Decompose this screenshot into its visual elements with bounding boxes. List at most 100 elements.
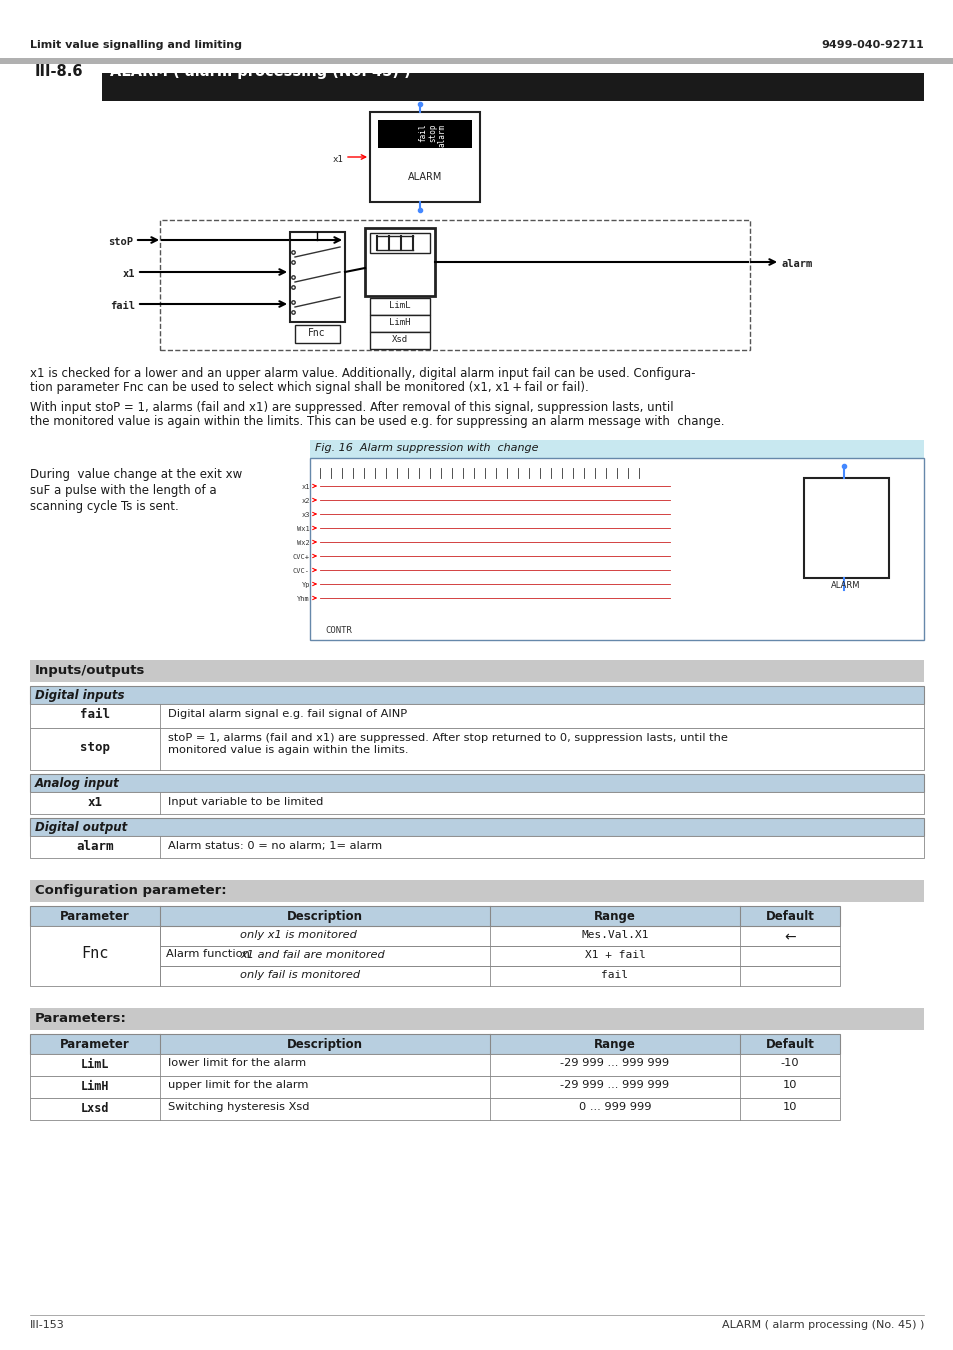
Text: Switching hysteresis Xsd: Switching hysteresis Xsd [168, 1102, 309, 1112]
Text: III-8.6: III-8.6 [35, 63, 84, 80]
Text: LimL: LimL [389, 301, 411, 310]
Text: Fig. 16  Alarm suppression with  change: Fig. 16 Alarm suppression with change [314, 443, 537, 454]
Bar [365, 228, 435, 296]
Text: x1: x1 [122, 269, 135, 279]
Text: Lxsd: Lxsd [81, 1102, 110, 1115]
Text: Parameter: Parameter [60, 910, 130, 923]
Text: Configuration parameter:: Configuration parameter: [35, 884, 227, 896]
Text: ALARM: ALARM [407, 171, 442, 182]
Text: only fail is monitored: only fail is monitored [240, 971, 359, 980]
Bar [30, 686, 923, 703]
Bar [370, 234, 430, 252]
Bar [370, 315, 430, 332]
Text: Parameter: Parameter [60, 1038, 130, 1052]
Text: tion parameter Fnc can be used to select which signal shall be monitored (x1, x1: tion parameter Fnc can be used to select… [30, 381, 588, 394]
Text: alarm: alarm [437, 124, 447, 147]
Text: With input stoP = 1, alarms (fail and x1) are suppressed. After removal of this : With input stoP = 1, alarms (fail and x1… [30, 401, 673, 414]
Bar [294, 325, 339, 343]
Bar [370, 332, 430, 350]
Text: Digital alarm signal e.g. fail signal of AINP: Digital alarm signal e.g. fail signal of… [168, 709, 407, 720]
Text: upper limit for the alarm: upper limit for the alarm [168, 1080, 308, 1089]
Bar [160, 967, 840, 985]
Bar [30, 1098, 840, 1120]
Text: stoP: stoP [108, 238, 132, 247]
Bar [160, 946, 840, 967]
Text: alarm: alarm [781, 259, 812, 269]
Text: 10: 10 [781, 1102, 797, 1112]
Text: alarm: alarm [76, 841, 113, 853]
Text: stop: stop [80, 741, 110, 755]
Text: Wx1: Wx1 [297, 526, 310, 532]
Text: x2: x2 [301, 498, 310, 504]
Bar [30, 836, 923, 859]
Bar [30, 906, 840, 926]
Text: 0 ... 999 999: 0 ... 999 999 [578, 1102, 651, 1112]
Text: Description: Description [287, 1038, 363, 1052]
Bar [290, 232, 345, 323]
Text: Fnc: Fnc [81, 946, 109, 961]
Text: stoP = 1, alarms (fail and x1) are suppressed. After stop returned to 0, suppres: stoP = 1, alarms (fail and x1) are suppr… [168, 733, 727, 755]
Text: Range: Range [594, 1038, 636, 1052]
Text: lower limit for the alarm: lower limit for the alarm [168, 1058, 306, 1068]
Text: x3: x3 [301, 512, 310, 518]
Bar [30, 792, 923, 814]
Text: Inputs/outputs: Inputs/outputs [35, 664, 145, 676]
Text: x1: x1 [332, 154, 343, 163]
Text: fail: fail [110, 301, 135, 310]
Text: fail: fail [601, 971, 628, 980]
Bar [30, 1034, 840, 1054]
Bar [310, 458, 923, 640]
Bar [370, 298, 430, 315]
Bar [370, 112, 479, 202]
Bar [30, 818, 923, 836]
Bar [30, 703, 923, 728]
Text: Default: Default [764, 1038, 814, 1052]
Text: 10: 10 [781, 1080, 797, 1089]
Text: Range: Range [594, 910, 636, 923]
Text: Analog input: Analog input [35, 778, 120, 790]
Bar [0, 58, 953, 63]
Bar [30, 73, 923, 101]
Text: Yhm: Yhm [297, 595, 310, 602]
Text: Wx2: Wx2 [297, 540, 310, 545]
Text: ALARM ( alarm processing (No. 45) ): ALARM ( alarm processing (No. 45) ) [720, 1320, 923, 1330]
Text: x1: x1 [301, 485, 310, 490]
Text: Alarm function: Alarm function [166, 949, 250, 958]
Text: fail: fail [417, 124, 427, 143]
Bar [30, 926, 160, 985]
Bar [30, 660, 923, 682]
Text: Mes.Val.X1: Mes.Val.X1 [580, 930, 648, 940]
Bar [30, 73, 102, 101]
Text: Default: Default [764, 910, 814, 923]
Text: Parameters:: Parameters: [35, 1012, 127, 1025]
Text: ALARM: ALARM [830, 580, 860, 590]
Text: LimL: LimL [81, 1057, 110, 1071]
Text: ALARM ( alarm processing (No. 45) ): ALARM ( alarm processing (No. 45) ) [110, 63, 411, 80]
Text: 9499-040-92711: 9499-040-92711 [821, 40, 923, 50]
Text: During  value change at the exit xw: During value change at the exit xw [30, 468, 242, 481]
Text: Alarm status: 0 = no alarm; 1= alarm: Alarm status: 0 = no alarm; 1= alarm [168, 841, 382, 850]
Bar [30, 728, 923, 770]
Text: x1: x1 [88, 796, 102, 810]
Text: suF a pulse with the length of a: suF a pulse with the length of a [30, 485, 216, 497]
Bar [30, 1008, 923, 1030]
Text: Input variable to be limited: Input variable to be limited [168, 796, 323, 807]
Text: LimH: LimH [81, 1080, 110, 1092]
Text: -29 999 ... 999 999: -29 999 ... 999 999 [559, 1058, 669, 1068]
Bar [30, 1076, 840, 1098]
Bar [310, 440, 923, 458]
Text: Digital output: Digital output [35, 821, 127, 834]
Text: fail: fail [80, 709, 110, 721]
Text: Yp: Yp [301, 582, 310, 589]
Bar [160, 926, 840, 946]
Text: ←: ← [783, 930, 795, 944]
Bar [30, 774, 923, 792]
Text: Fnc: Fnc [308, 328, 326, 338]
Text: X1 + fail: X1 + fail [584, 950, 644, 960]
Text: x1 is checked for a lower and an upper alarm value. Additionally, digital alarm : x1 is checked for a lower and an upper a… [30, 367, 695, 379]
Bar [803, 478, 888, 578]
Bar [160, 220, 749, 350]
Text: CVC-: CVC- [293, 568, 310, 574]
Text: Xsd: Xsd [392, 335, 408, 344]
Text: Digital inputs: Digital inputs [35, 688, 125, 702]
